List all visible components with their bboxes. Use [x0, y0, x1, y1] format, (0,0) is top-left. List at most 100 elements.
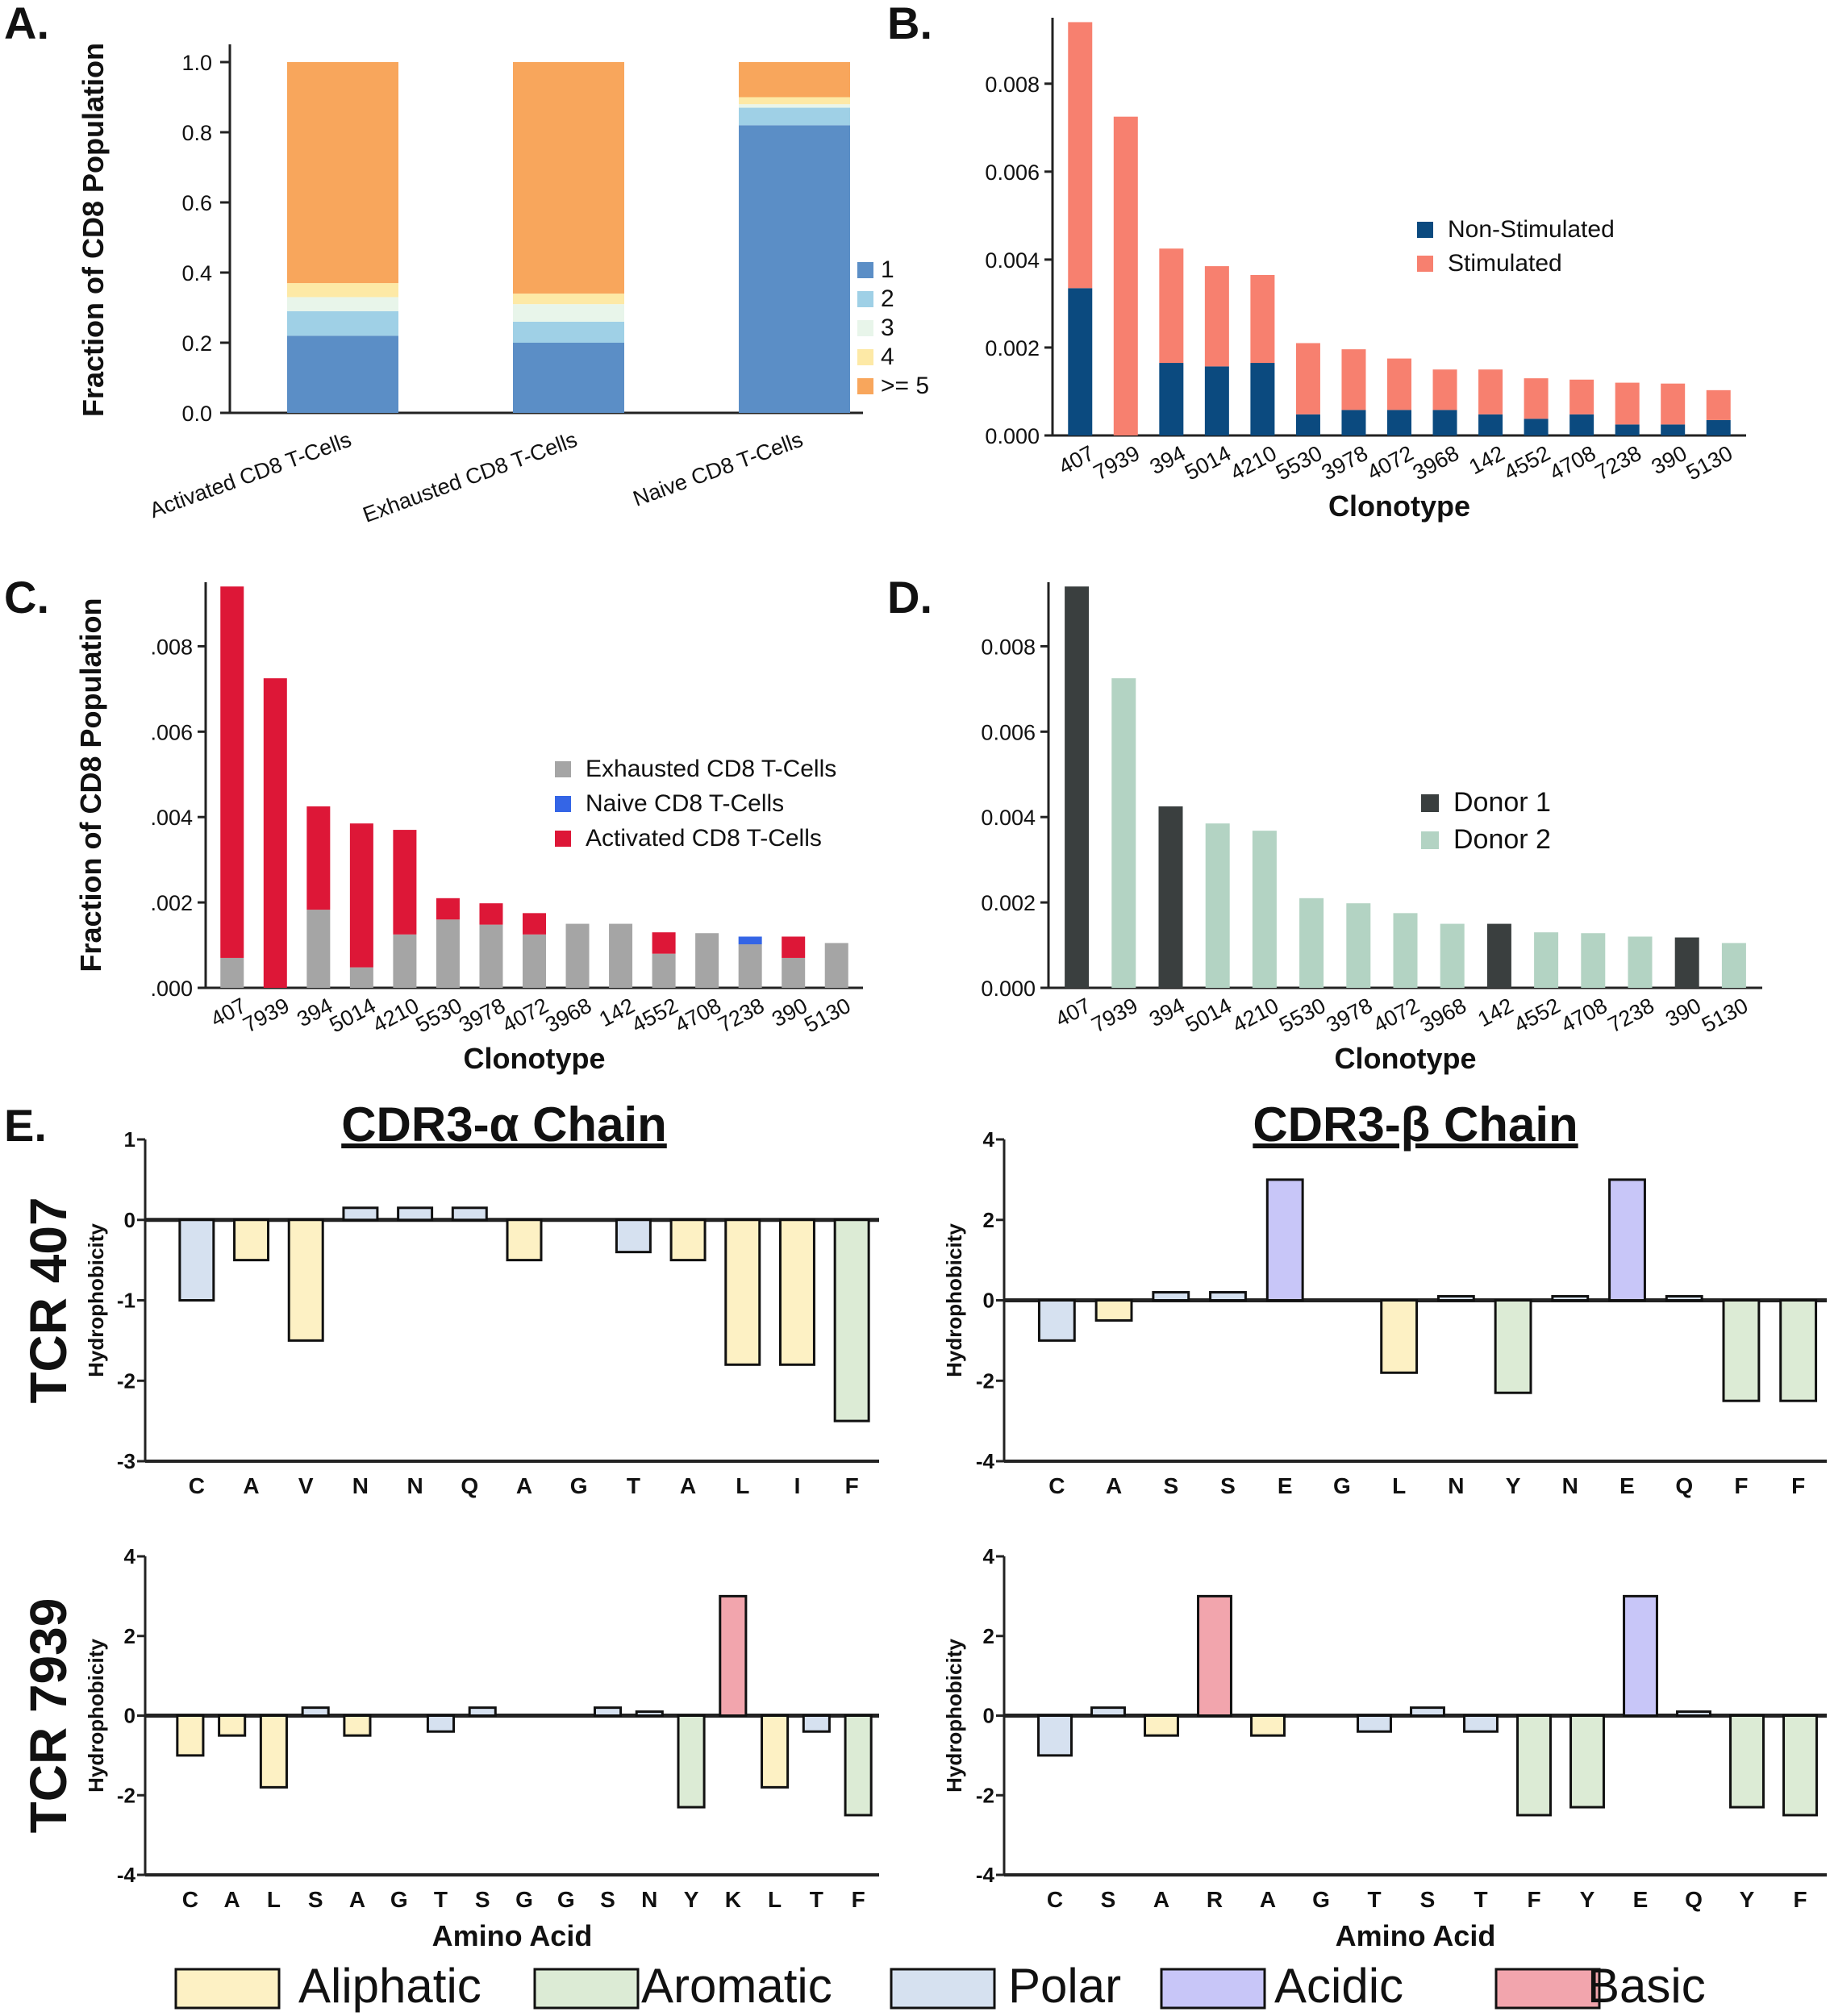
x-axis-label: Clonotype	[464, 1042, 606, 1075]
legend-swatch	[555, 831, 571, 847]
y-axis-label: Hydrophobicity	[942, 1639, 966, 1793]
bar-segment	[1615, 382, 1640, 425]
bar-segment	[479, 903, 503, 925]
legend-label: Activated CD8 T-Cells	[586, 825, 822, 852]
amino-acid-label: F	[852, 1887, 865, 1912]
bar-segment	[513, 304, 624, 322]
residue-bar	[761, 1714, 790, 1789]
bar-segment	[349, 967, 373, 988]
y-tick-label: 0.6	[181, 191, 212, 215]
bar-segment	[695, 933, 719, 988]
residue-bar	[802, 1714, 831, 1733]
bar	[1393, 913, 1418, 988]
x-tick-label: 4552	[1510, 993, 1564, 1038]
x-tick-label: 3978	[1322, 993, 1376, 1038]
y-tick-label: -2	[117, 1783, 135, 1807]
amino-acid-label: F	[1791, 1473, 1805, 1498]
amino-acid-label: N	[1448, 1473, 1464, 1498]
y-tick-label: 1.0	[181, 51, 212, 75]
x-tick-label: 407	[1055, 441, 1098, 480]
legend-swatch	[1421, 831, 1439, 849]
bar-segment	[513, 343, 624, 413]
residue-bar	[1665, 1295, 1703, 1302]
bar-segment	[1068, 288, 1093, 435]
bar-segment	[1432, 369, 1457, 410]
residue-bar	[218, 1714, 247, 1737]
y-tick-label: -4	[976, 1449, 995, 1473]
bar	[1486, 923, 1511, 988]
x-tick-label: 5530	[1275, 993, 1329, 1038]
legend-swatch	[1417, 222, 1433, 238]
amino-acid-label: C	[182, 1887, 198, 1912]
residue-bar	[724, 1218, 761, 1366]
amino-acid-label: A	[1153, 1887, 1169, 1912]
x-tick-label: Activated CD8 T-Cells	[146, 427, 354, 523]
y-tick-label: .006	[150, 720, 193, 744]
residue-bar	[178, 1218, 215, 1302]
legend-label: Polar	[1008, 1959, 1121, 2013]
residue-bar	[1410, 1706, 1445, 1717]
y-tick-label: 4	[983, 1127, 995, 1152]
bar-segment	[1432, 410, 1457, 435]
residue-bar	[615, 1218, 652, 1254]
y-tick-label: 0	[124, 1704, 135, 1728]
bar-segment	[1387, 358, 1411, 410]
y-tick-label: 0.000	[981, 977, 1036, 1001]
bar-segment	[1387, 410, 1411, 435]
bar	[1065, 586, 1090, 988]
x-tick-label: Exhausted CD8 T-Cells	[360, 427, 580, 527]
residue-bar	[1265, 1178, 1304, 1302]
residue-bar	[833, 1218, 870, 1422]
amino-acid-label: T	[810, 1887, 823, 1912]
bar	[1158, 806, 1183, 988]
x-tick-label: Naive CD8 T-Cells	[630, 427, 806, 511]
amino-acid-label: Q	[461, 1473, 478, 1498]
x-tick-label: 5130	[800, 993, 854, 1038]
legend-swatch	[857, 349, 873, 365]
bar	[1721, 943, 1746, 988]
x-tick-label: 3968	[1409, 441, 1463, 485]
bar-segment	[739, 125, 850, 414]
residue-bar	[669, 1218, 707, 1262]
amino-acid-label: F	[1793, 1887, 1807, 1912]
chart-e-tcr407-beta: -4 -2 0 2 4 C A S S E G L N Y N E Q F F Hydrophobicity CDR3-…	[942, 1098, 1827, 1498]
amino-acid-label: Y	[684, 1887, 699, 1912]
legend-label: Aliphatic	[298, 1959, 481, 2013]
y-tick-label: 0.006	[985, 160, 1040, 185]
y-tick-label: -3	[117, 1449, 135, 1473]
residue-bar	[677, 1714, 706, 1809]
bar-segment	[287, 283, 398, 298]
amino-acid-label: C	[1048, 1473, 1065, 1498]
residue-bar	[1676, 1710, 1711, 1717]
amino-acid-label: Y	[1506, 1473, 1521, 1498]
legend-label: Aromatic	[641, 1959, 832, 2013]
tcr-label: TCR 407	[19, 1197, 77, 1403]
legend-swatch	[533, 1968, 640, 2010]
y-tick-label: 4	[983, 1544, 995, 1568]
amino-acid-label: L	[768, 1887, 782, 1912]
legend-label: Acidic	[1274, 1959, 1403, 2013]
residue-bar	[1197, 1594, 1232, 1717]
bar-segment	[782, 936, 806, 958]
bar-segment	[1569, 414, 1594, 435]
residue-bar	[506, 1218, 543, 1262]
bar-segment	[1068, 22, 1093, 289]
y-tick-label: .000	[150, 977, 193, 1001]
residue-bar	[1094, 1299, 1133, 1322]
bar	[1205, 823, 1230, 988]
residue-bar	[1436, 1295, 1475, 1302]
bar-segment	[287, 297, 398, 311]
amino-acid-label: N	[641, 1887, 657, 1912]
bar-segment	[513, 62, 624, 294]
amino-acid-label: A	[224, 1887, 240, 1912]
x-tick-label: 5130	[1698, 993, 1752, 1038]
bar-segment	[287, 310, 398, 336]
x-tick-label: 142	[1465, 441, 1509, 480]
bar-segment	[1706, 419, 1731, 435]
x-tick-label: 394	[1146, 441, 1190, 480]
y-tick-label: 0.008	[981, 635, 1036, 659]
y-axis-label: Fraction of CD8 Population	[74, 598, 107, 973]
